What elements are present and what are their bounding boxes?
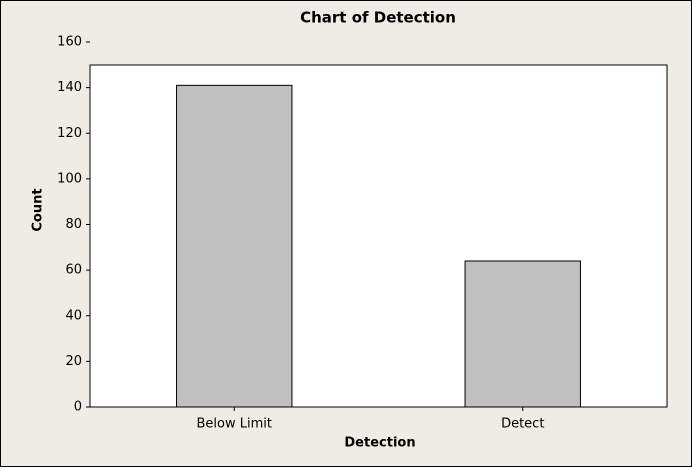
y-tick-label: 40	[65, 308, 82, 323]
y-tick-label: 100	[57, 171, 82, 186]
x-axis-label: Detection	[344, 436, 415, 451]
y-tick-label: 120	[57, 126, 82, 141]
y-tick-label: 60	[65, 263, 82, 278]
x-tick-label: Below Limit	[197, 417, 272, 432]
x-tick-label: Detect	[501, 417, 544, 432]
bar	[176, 84, 293, 408]
y-tick-label: 140	[57, 80, 82, 95]
y-tick-label: 20	[65, 354, 82, 369]
y-tick-label: 0	[74, 400, 82, 415]
bar	[464, 260, 581, 408]
y-tick-label: 80	[65, 217, 82, 232]
chart-title: Chart of Detection	[300, 9, 456, 27]
y-tick-label: 160	[57, 35, 82, 50]
y-axis-label: Count	[31, 188, 46, 231]
